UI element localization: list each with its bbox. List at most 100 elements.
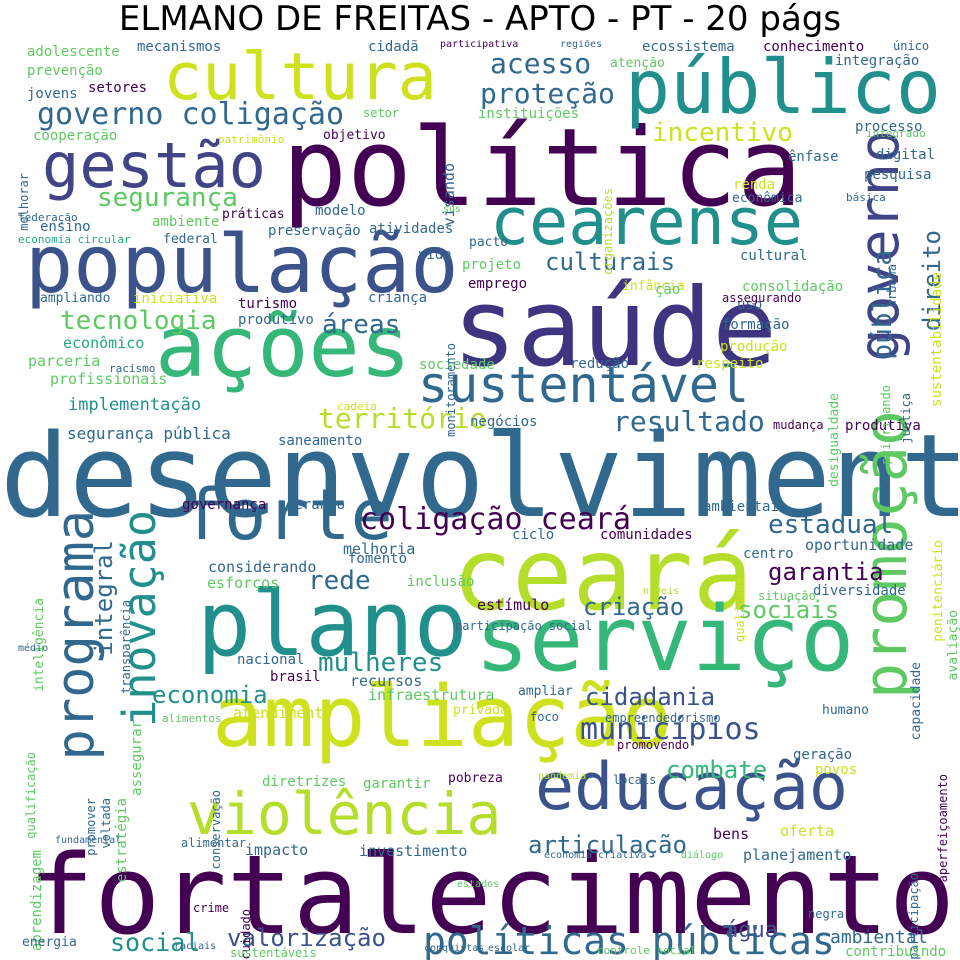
cloud-word: ambiente [152, 214, 220, 230]
cloud-word: básica [846, 191, 886, 204]
cloud-word: estadual [768, 510, 894, 540]
cloud-word: governança [182, 497, 267, 513]
cloud-word: ecossistema [642, 40, 735, 55]
cloud-word: locais [613, 773, 657, 787]
cloud-word: situação [758, 589, 816, 603]
cloud-word: produtivo [238, 312, 314, 328]
cloud-word: cearense [490, 185, 804, 260]
cloud-word: planejamento [743, 846, 852, 864]
cloud-word: conquistas [424, 943, 485, 954]
cloud-word: assegurar [129, 720, 145, 796]
cloud-word: conhecimento [763, 40, 865, 55]
cloud-word: educação [535, 750, 849, 825]
cloud-word: forte [182, 474, 393, 556]
cloud-word: níveis [643, 586, 680, 597]
cloud-word: preservação [268, 223, 361, 239]
cloud-word: implementação [68, 395, 202, 415]
cloud-word: promover [84, 798, 98, 856]
cloud-word: ênfase [788, 149, 839, 165]
cloud-word: ampliando [40, 291, 111, 306]
cloud-word: participação social [455, 619, 593, 633]
cloud-word: ambiental [830, 927, 928, 948]
cloud-word: governo coligação [37, 97, 345, 132]
cloud-word: negra [808, 907, 845, 921]
cloud-word: violência [187, 780, 502, 848]
cloud-word: ceará [452, 516, 754, 633]
cloud-word: integrado [866, 127, 926, 140]
cloud-word: raciais [174, 941, 217, 952]
cloud-word: energia [22, 935, 77, 950]
cloud-word: setores [88, 80, 148, 96]
cloud-word: justiça [899, 393, 913, 444]
cloud-word: mudança [773, 418, 824, 432]
cloud-word: econômico [63, 334, 145, 352]
cloud-word: urbana [885, 264, 899, 308]
cloud-word: esforços [207, 574, 280, 592]
cloud-word: criação [583, 593, 685, 621]
cloud-word: articulação [528, 831, 687, 859]
cloud-word: público [625, 43, 942, 131]
cloud-word: melhoria [343, 540, 416, 558]
cloud-word: formação [722, 317, 790, 333]
cloud-word: gestão [42, 129, 266, 202]
cloud-word: ampliar [518, 684, 573, 699]
cloud-word: organizações [601, 188, 615, 275]
cloud-word: oferta [780, 822, 835, 840]
cloud-word: parceria [28, 352, 101, 370]
cloud-word: projeto [462, 257, 522, 273]
cloud-word: oportunidade [805, 536, 914, 554]
cloud-word: regiões [560, 40, 603, 50]
cloud-word: ensino [40, 219, 91, 235]
cloud-word: transparência [119, 600, 133, 694]
cloud-word: inclusão [407, 574, 475, 590]
cloud-word: tecnologia [60, 306, 217, 336]
cloud-word: diversidade [813, 583, 906, 599]
cloud-word: integração [835, 53, 920, 69]
cloud-word: investimento [359, 842, 468, 860]
cloud-word: garantir [363, 776, 431, 792]
cloud-word: saneamento [278, 433, 363, 449]
cloud-word: iniciativa [133, 291, 218, 307]
cloud-word: culturais [545, 248, 676, 276]
cloud-word: sus [443, 204, 462, 215]
cloud-word: alimentos [162, 712, 222, 725]
cloud-word: infraestrutura [368, 686, 495, 704]
cloud-word: federal [163, 232, 218, 247]
cloud-word: cultura [163, 40, 437, 115]
cloud-word: práticas [222, 207, 285, 222]
cloud-word: mecanismos [137, 40, 222, 55]
cloud-word: economia criativa [544, 850, 647, 861]
cloud-word: participativa [440, 40, 519, 50]
cloud-word: sociedade [419, 357, 495, 373]
cloud-word: aperfeiçoamento [936, 774, 950, 883]
cloud-word: monitoramento [444, 343, 458, 437]
cloud-word: desenvolvimento [0, 410, 960, 544]
cloud-word: processo [855, 119, 923, 135]
cloud-word: sustentabilidade [929, 272, 945, 407]
cloud-word: economia circular [18, 233, 131, 246]
cloud-word: centro [743, 546, 794, 562]
cloud-word: impacto [245, 841, 309, 859]
cloud-word: produção [720, 339, 788, 355]
cloud-word: considerando [208, 558, 317, 576]
cloud-word: território [318, 402, 487, 435]
cloud-word: proteção [480, 77, 615, 110]
cloud-word: geração [793, 747, 853, 763]
cloud-word: priorizando [879, 385, 893, 465]
cloud-word: rede [308, 566, 371, 596]
cloud-word: visando [440, 163, 458, 227]
cloud-word: comunidades [600, 527, 693, 543]
cloud-word: objetivo [323, 128, 386, 143]
cloud-word: controle social [597, 944, 697, 957]
cloud-word: adolescente [27, 44, 120, 60]
cloud-word: ampliação [212, 668, 673, 767]
cloud-word: setor [363, 106, 400, 120]
cloud-word: incentivo [652, 118, 793, 148]
cloud-word: atenção [610, 56, 665, 71]
cloud-word: plano [197, 572, 468, 677]
cloud-word: coligação ceará [360, 502, 631, 537]
cloud-word: estímulo [477, 596, 550, 614]
cloud-word: cooperação [33, 128, 118, 144]
cloud-word: produtiva [845, 418, 921, 434]
cloud-word: melhorar [17, 173, 31, 231]
